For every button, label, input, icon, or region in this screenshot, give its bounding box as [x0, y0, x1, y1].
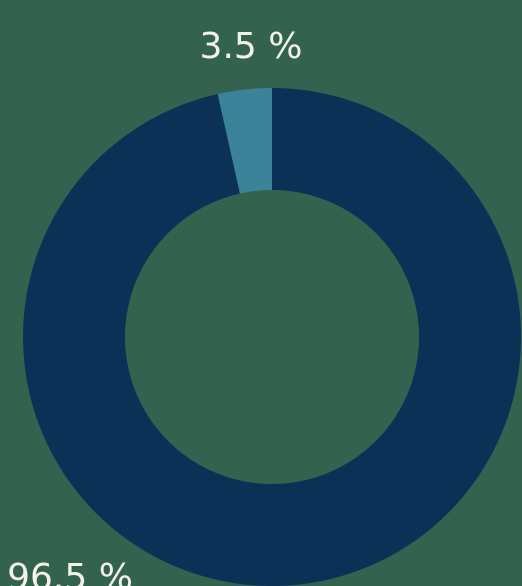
donut-slices [22, 88, 521, 586]
donut-slice-0 [22, 88, 521, 586]
donut-labels: 96.5 % 3.5 % [7, 26, 302, 586]
donut-label-1: 3.5 % [200, 26, 303, 67]
donut-slice-1 [217, 88, 272, 194]
donut-label-0: 96.5 % [7, 557, 133, 586]
